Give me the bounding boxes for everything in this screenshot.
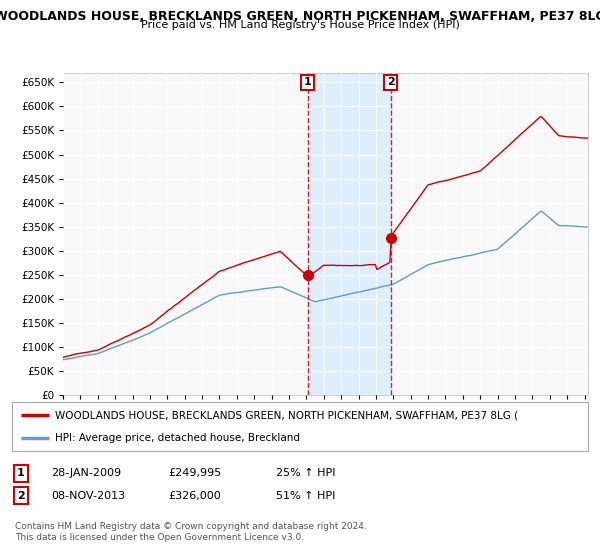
Text: 1: 1 xyxy=(304,77,311,87)
Text: 2: 2 xyxy=(17,491,25,501)
Text: This data is licensed under the Open Government Licence v3.0.: This data is licensed under the Open Gov… xyxy=(15,533,304,542)
Text: £326,000: £326,000 xyxy=(168,491,221,501)
Text: WOODLANDS HOUSE, BRECKLANDS GREEN, NORTH PICKENHAM, SWAFFHAM, PE37 8LG (: WOODLANDS HOUSE, BRECKLANDS GREEN, NORTH… xyxy=(55,410,518,421)
Text: Contains HM Land Registry data © Crown copyright and database right 2024.: Contains HM Land Registry data © Crown c… xyxy=(15,522,367,531)
Text: HPI: Average price, detached house, Breckland: HPI: Average price, detached house, Brec… xyxy=(55,433,300,444)
Text: £249,995: £249,995 xyxy=(168,468,221,478)
Bar xyxy=(308,73,391,395)
Text: 51% ↑ HPI: 51% ↑ HPI xyxy=(276,491,335,501)
Text: 08-NOV-2013: 08-NOV-2013 xyxy=(51,491,125,501)
Text: Price paid vs. HM Land Registry's House Price Index (HPI): Price paid vs. HM Land Registry's House … xyxy=(140,20,460,30)
Text: 28-JAN-2009: 28-JAN-2009 xyxy=(51,468,121,478)
Text: 1: 1 xyxy=(17,468,25,478)
Text: 2: 2 xyxy=(387,77,395,87)
Text: 25% ↑ HPI: 25% ↑ HPI xyxy=(276,468,335,478)
Text: WOODLANDS HOUSE, BRECKLANDS GREEN, NORTH PICKENHAM, SWAFFHAM, PE37 8LG: WOODLANDS HOUSE, BRECKLANDS GREEN, NORTH… xyxy=(0,10,600,23)
